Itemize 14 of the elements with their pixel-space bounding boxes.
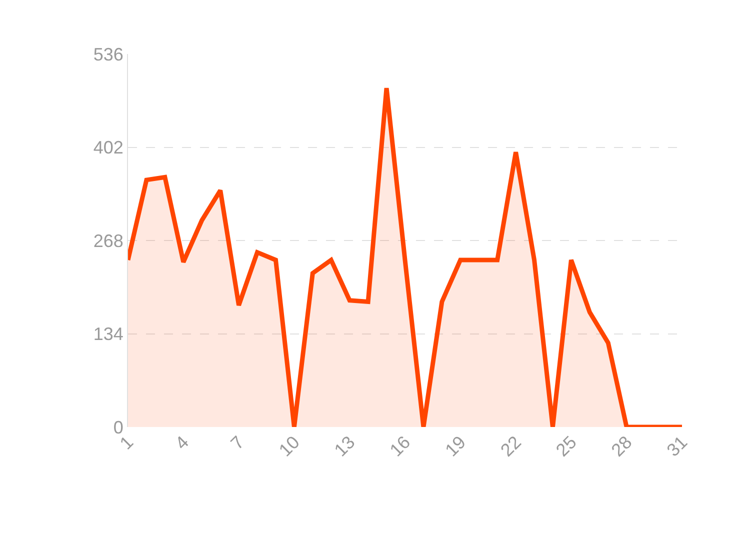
- x-tick-label: 22: [496, 432, 525, 460]
- x-tick-label: 16: [386, 432, 414, 460]
- x-tick-label: 4: [171, 432, 193, 454]
- x-tick-label: 19: [441, 432, 470, 460]
- x-tick-label: 13: [330, 432, 359, 460]
- y-tick-label: 268: [93, 230, 124, 251]
- y-tick-label: 536: [93, 44, 124, 64]
- y-tick-label: 402: [93, 138, 124, 158]
- x-tick-label: 10: [275, 432, 304, 460]
- y-tick-label: 134: [93, 324, 124, 344]
- x-tick-label: 28: [607, 432, 636, 460]
- x-tick-label: 7: [226, 432, 248, 454]
- x-tick-label: 31: [662, 432, 692, 460]
- x-tick-label: 25: [552, 432, 580, 460]
